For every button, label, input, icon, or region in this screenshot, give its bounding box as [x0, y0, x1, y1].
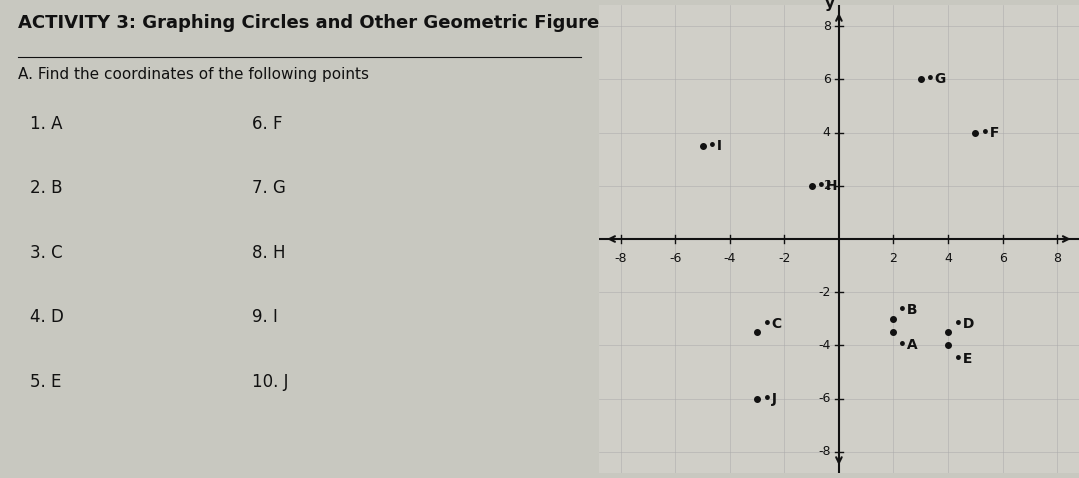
Text: 1. A: 1. A — [30, 115, 63, 133]
Text: 6. F: 6. F — [251, 115, 282, 133]
Text: 5. E: 5. E — [30, 373, 62, 391]
Text: 10. J: 10. J — [251, 373, 288, 391]
Text: 9. I: 9. I — [251, 308, 277, 326]
Text: •B: •B — [898, 303, 917, 316]
Text: 7. G: 7. G — [251, 179, 285, 197]
Text: -4: -4 — [724, 252, 736, 265]
Text: •F: •F — [981, 126, 999, 140]
Text: •I: •I — [708, 139, 722, 153]
Text: 4: 4 — [823, 126, 831, 139]
Text: •D: •D — [954, 317, 974, 331]
Text: -2: -2 — [818, 286, 831, 299]
Text: -6: -6 — [669, 252, 682, 265]
Text: -6: -6 — [818, 392, 831, 405]
Text: 6: 6 — [999, 252, 1007, 265]
Text: 4. D: 4. D — [30, 308, 64, 326]
Text: •C: •C — [763, 317, 781, 331]
Text: 8: 8 — [823, 20, 831, 33]
Text: 2: 2 — [823, 179, 831, 192]
Text: 6: 6 — [823, 73, 831, 86]
Text: 2. B: 2. B — [30, 179, 63, 197]
Text: ACTIVITY 3: Graphing Circles and Other Geometric Figures on a Coordinate Plane: ACTIVITY 3: Graphing Circles and Other G… — [18, 14, 839, 33]
Text: •J: •J — [763, 391, 777, 406]
Text: -8: -8 — [614, 252, 627, 265]
Text: 2: 2 — [889, 252, 898, 265]
Text: -4: -4 — [818, 339, 831, 352]
Text: •G: •G — [926, 72, 946, 87]
Text: A. Find the coordinates of the following points: A. Find the coordinates of the following… — [18, 67, 369, 82]
Text: •A: •A — [898, 338, 917, 352]
Text: 4: 4 — [944, 252, 952, 265]
Text: 3. C: 3. C — [30, 244, 63, 262]
Text: •H: •H — [817, 179, 837, 193]
Text: 8: 8 — [1053, 252, 1061, 265]
Text: y: y — [824, 0, 834, 11]
Text: 8. H: 8. H — [251, 244, 285, 262]
Text: •E: •E — [954, 352, 972, 366]
Text: -2: -2 — [778, 252, 791, 265]
Text: -8: -8 — [818, 445, 831, 458]
